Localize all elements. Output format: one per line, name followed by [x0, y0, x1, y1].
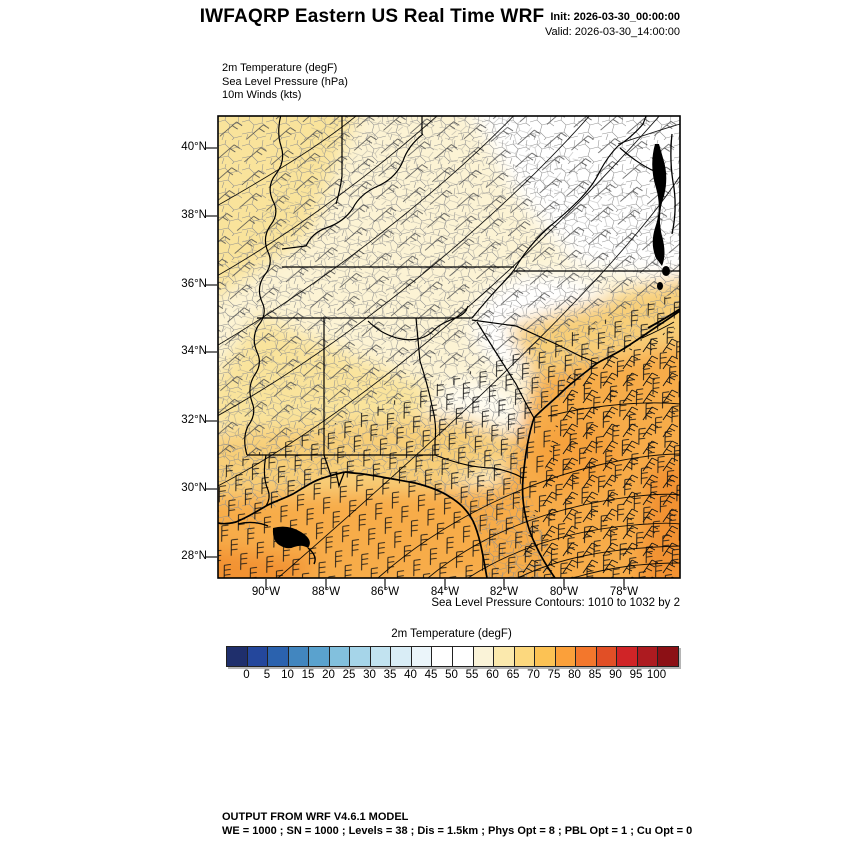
lat-tick-label: 30°N — [181, 482, 207, 494]
field-temperature: 2m Temperature (degF) — [222, 62, 338, 74]
valid-value: 2026-03-30_14:00:00 — [574, 26, 680, 38]
colorbar-cell — [514, 647, 536, 666]
state-borders — [244, 116, 680, 507]
colorbar-cell — [288, 647, 310, 666]
colorbar-cell — [555, 647, 577, 666]
colorbar-cell — [658, 647, 679, 666]
weather-map — [206, 115, 681, 590]
colorbar-tick-label: 10 — [281, 669, 294, 681]
colorbar-tick-label: 45 — [424, 669, 438, 681]
model-config-line: WE = 1000 ; SN = 1000 ; Levels = 38 ; Di… — [222, 825, 693, 837]
colorbar-tick-label: 75 — [547, 669, 561, 681]
colorbar-cell — [411, 647, 433, 666]
temperature-colorbar — [226, 646, 679, 667]
lon-tick-label: 88°W — [311, 586, 341, 598]
colorbar-tick-label: 85 — [588, 669, 602, 681]
colorbar-tick-label: 55 — [465, 669, 479, 681]
colorbar-tick-label: 100 — [646, 669, 667, 681]
colorbar-tick-label: 20 — [322, 669, 335, 681]
lat-tick-label: 28°N — [181, 550, 207, 562]
colorbar-tick-label: 30 — [363, 669, 376, 681]
valid-label: Valid: — [545, 26, 572, 38]
field-pressure: Sea Level Pressure (hPa) — [222, 75, 348, 88]
colorbar-tick-label: 25 — [342, 669, 356, 681]
axis-tick-marks — [206, 147, 625, 590]
colorbar-cell — [596, 647, 618, 666]
valid-time: Valid: 2026-03-30_14:00:00 — [450, 25, 680, 40]
colorbar-tick-label: 5 — [263, 669, 271, 681]
colorbar-cell — [370, 647, 392, 666]
wind-barbs — [218, 116, 680, 578]
colorbar-tick-label: 60 — [486, 669, 499, 681]
init-value: 2026-03-30_00:00:00 — [573, 11, 680, 23]
colorbar-tick-label: 0 — [243, 669, 250, 681]
colorbar-cell — [473, 647, 495, 666]
init-time: Init: 2026-03-30_00:00:00 — [450, 10, 680, 25]
lon-tick-label: 86°W — [370, 586, 400, 598]
colorbar-cell — [453, 647, 474, 666]
colorbar-cell — [268, 647, 289, 666]
colorbar-tick-label: 40 — [404, 669, 417, 681]
colorbar-cell — [309, 647, 330, 666]
colorbar-tick-label: 90 — [609, 669, 622, 681]
lon-tick-label: 84°W — [430, 586, 460, 598]
colorbar-title: 2m Temperature (degF) — [391, 628, 512, 640]
lat-tick-label: 38°N — [181, 209, 207, 221]
colorbar-tick-label: 35 — [383, 669, 397, 681]
colorbar-tick-label: 65 — [506, 669, 520, 681]
model-version-line: OUTPUT FROM WRF V4.6.1 MODEL — [222, 811, 409, 823]
colorbar-tick-label: 80 — [568, 669, 581, 681]
lon-tick-label: 80°W — [549, 586, 579, 598]
page-title: IWFAQRP Eastern US Real Time WRF — [199, 6, 545, 27]
run-time-block: Init: 2026-03-30_00:00:00 Valid: 2026-03… — [450, 10, 680, 40]
colorbar-cell — [329, 647, 351, 666]
colorbar-cell — [576, 647, 597, 666]
colorbar-cell — [227, 647, 248, 666]
colorbar-cell — [535, 647, 556, 666]
lon-tick-label: 78°W — [609, 586, 639, 598]
pressure-contour-note: Sea Level Pressure Contours: 1010 to 103… — [431, 597, 680, 609]
colorbar-tick-label: 15 — [301, 669, 315, 681]
colorbar-cell — [350, 647, 371, 666]
colorbar-cell — [391, 647, 412, 666]
field-list: 2m Temperature (degF) Sea Level Pressure… — [222, 62, 348, 103]
colorbar-tick-label: 70 — [527, 669, 540, 681]
colorbar-cell — [637, 647, 659, 666]
lat-tick-label: 34°N — [181, 345, 207, 357]
colorbar-cell — [617, 647, 638, 666]
weather-map-plot — [206, 115, 681, 590]
coastline — [218, 133, 680, 578]
colorbar-cell — [247, 647, 269, 666]
lat-tick-label: 40°N — [181, 141, 207, 153]
lat-tick-label: 32°N — [181, 414, 207, 426]
lon-tick-label: 90°W — [251, 586, 281, 598]
map-frame — [217, 115, 681, 579]
lon-tick-label: 82°W — [489, 586, 519, 598]
lat-tick-label: 36°N — [181, 278, 207, 290]
colorbar-cell — [432, 647, 454, 666]
init-label: Init: — [550, 11, 571, 23]
field-winds: 10m Winds (kts) — [222, 89, 302, 101]
colorbar-tick-label: 95 — [629, 669, 643, 681]
colorbar-cell — [494, 647, 515, 666]
colorbar-tick-label: 50 — [445, 669, 458, 681]
model-info-footer: OUTPUT FROM WRF V4.6.1 MODEL WE = 1000 ;… — [222, 810, 692, 838]
